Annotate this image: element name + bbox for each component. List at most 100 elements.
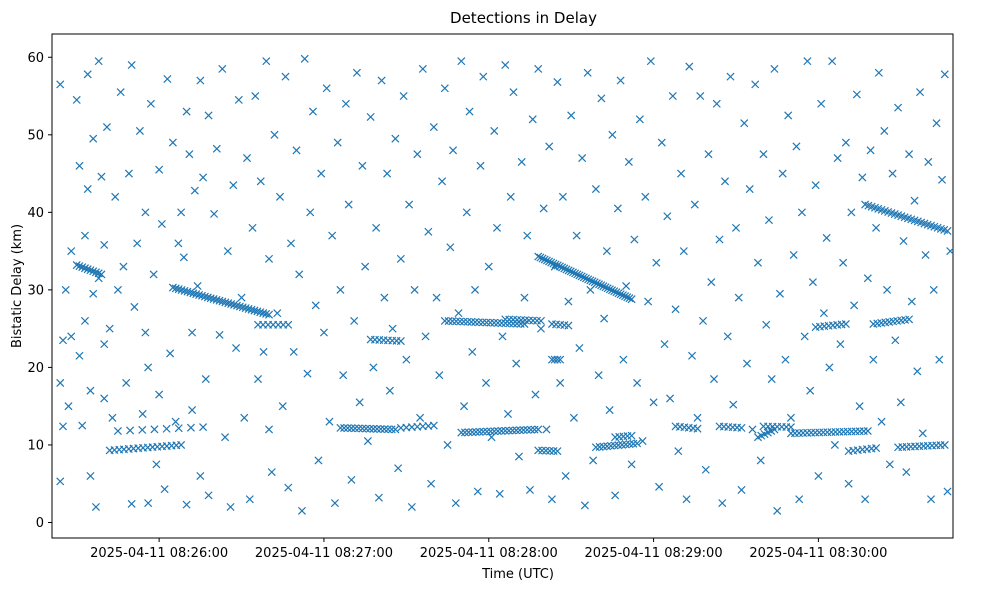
data-point [396,254,405,263]
data-point [475,427,484,436]
data-point [602,247,611,256]
data-point [247,305,256,314]
data-point [264,310,274,319]
data-point [493,427,502,436]
data-point [690,200,699,209]
data-point [512,359,521,368]
data-point [756,456,765,465]
data-point [481,378,491,387]
data-point [731,223,741,232]
data-point [600,314,609,323]
data-point [564,266,573,275]
data-point [253,375,263,384]
data-point [221,433,230,442]
data-point [358,424,367,433]
data-point [177,440,186,449]
data-point [492,223,502,232]
data-point [237,293,246,302]
data-point [828,57,837,66]
data-point [795,495,804,504]
data-point [127,499,136,508]
data-point [78,263,87,272]
data-point [556,378,565,387]
data-point [61,285,70,294]
data-point [325,417,334,426]
data-point [56,378,65,387]
y-tick-label: 20 [27,361,44,376]
data-point [542,425,551,434]
data-point [553,355,562,364]
data-point [467,317,476,326]
data-point [67,247,76,256]
data-point [715,235,724,244]
data-point [377,76,386,85]
data-point [463,317,472,326]
data-point [91,268,100,277]
data-point [910,196,919,205]
data-point [539,204,548,213]
data-point [482,427,491,436]
data-point [58,422,68,431]
data-point [124,169,133,178]
data-point [479,427,488,436]
data-point [226,502,235,512]
data-point [278,402,287,411]
data-point [429,421,438,430]
data-point [141,328,150,337]
data-point [630,235,639,244]
y-tick-label: 60 [27,51,44,66]
data-point [394,464,403,473]
data-point [558,192,567,201]
data-point [410,285,419,294]
data-point [429,123,438,132]
y-tick-label: 50 [27,128,44,143]
data-point [275,192,285,201]
data-point [778,169,787,178]
data-point [550,262,559,271]
data-point [421,332,430,341]
data-point [292,146,301,155]
data-point [613,204,622,213]
data-point [72,95,81,104]
data-point [196,471,205,480]
data-point [232,301,241,310]
data-point [256,308,265,317]
data-point [841,319,850,329]
data-point [373,424,382,433]
data-point [97,172,106,181]
data-point [471,427,480,436]
data-point [742,359,752,368]
data-point [451,499,460,508]
data-point [512,426,521,435]
data-point [542,256,551,265]
data-point [465,107,474,116]
data-point [438,177,447,186]
data-point [712,99,721,108]
data-point [946,247,955,256]
data-point [597,281,606,290]
data-point [553,447,562,456]
data-point [460,428,469,437]
data-point [363,437,372,446]
data-point [402,355,411,364]
data-point [622,281,631,291]
data-point [336,285,345,294]
data-point [177,285,186,295]
data-point [844,479,853,488]
data-point [858,173,867,182]
data-point [655,482,664,491]
data-point [182,107,191,116]
data-point [498,332,507,341]
data-point [619,355,628,364]
data-point [652,258,661,267]
data-point [308,107,317,116]
data-point [523,425,532,434]
data-point [89,267,98,276]
data-point [149,270,158,279]
data-point [932,119,941,128]
data-point [462,208,471,217]
data-point [940,440,949,449]
data-point [633,378,642,387]
data-point [179,253,188,262]
data-point [193,281,202,291]
